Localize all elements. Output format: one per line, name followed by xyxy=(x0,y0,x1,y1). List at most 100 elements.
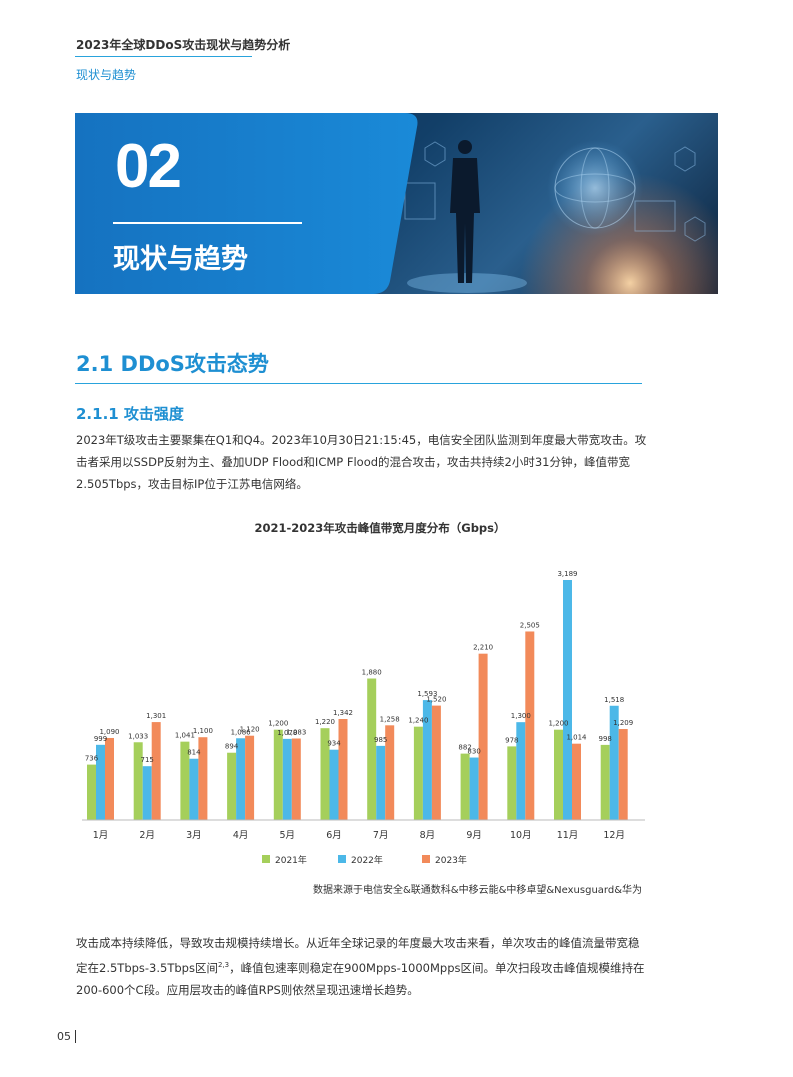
chart-legend: 2021年 2022年 2023年 xyxy=(262,854,467,866)
bar-value-label: 736 xyxy=(85,755,99,763)
bar-value-label: 894 xyxy=(225,743,239,751)
businessman-silhouette xyxy=(450,140,480,283)
bar-value-label: 1,342 xyxy=(333,709,353,717)
x-tick-label: 7月 xyxy=(373,830,389,841)
x-tick-label: 4月 xyxy=(233,830,249,841)
bar-value-label: 814 xyxy=(187,749,201,757)
bar-value-label: 1,090 xyxy=(99,728,119,736)
bar-1-6 xyxy=(320,728,330,820)
bar-1-9 xyxy=(460,753,470,820)
bar-value-label: 1,520 xyxy=(426,696,446,704)
bar-value-label: 3,189 xyxy=(557,570,577,578)
bar-2-1 xyxy=(96,744,105,820)
bar-value-label: 2,505 xyxy=(520,621,540,629)
bar-value-label: 985 xyxy=(374,736,387,744)
bar-value-label: 999 xyxy=(94,735,107,743)
analysis-text-part2: ，峰值包速率则稳定在900Mpps-1000Mpps区间。单次扫段攻击峰值规模维… xyxy=(76,960,645,997)
footer-divider xyxy=(75,1030,76,1043)
chapter-number: 02 xyxy=(115,132,182,201)
bar-1-7 xyxy=(367,678,377,820)
chart-bars xyxy=(87,580,628,820)
legend-label: 2022年 xyxy=(351,854,383,866)
bar-3-2 xyxy=(151,722,161,820)
bar-1-1 xyxy=(87,764,96,820)
x-tick-label: 8月 xyxy=(420,830,436,841)
chapter-banner: 02 现状与趋势 xyxy=(75,113,718,294)
bar-1-11 xyxy=(554,729,563,820)
subsection-heading: 2.1.1 攻击强度 xyxy=(76,405,184,423)
chapter-divider xyxy=(113,222,302,224)
bar-value-label: 830 xyxy=(467,748,480,756)
x-tick-label: 3月 xyxy=(186,830,202,841)
bar-2-5 xyxy=(282,738,292,820)
bar-2-3 xyxy=(189,758,199,820)
bar-value-label: 1,033 xyxy=(128,732,148,740)
bar-value-label: 1,880 xyxy=(362,669,382,677)
x-tick-label: 10月 xyxy=(510,830,532,841)
document-title: 2023年全球DDoS攻击现状与趋势分析 xyxy=(76,38,291,52)
bar-value-label: 1,220 xyxy=(315,718,335,726)
bar-1-10 xyxy=(507,746,517,820)
bar-2-2 xyxy=(142,766,152,820)
x-tick-label: 12月 xyxy=(603,830,625,841)
bar-2-4 xyxy=(236,738,246,820)
bar-2-10 xyxy=(516,722,526,820)
banner-background-art xyxy=(75,113,718,294)
bar-1-4 xyxy=(227,752,237,820)
bar-1-3 xyxy=(180,741,190,820)
bar-2-9 xyxy=(469,757,479,820)
section-heading: 2.1 DDoS攻击态势 xyxy=(76,352,269,376)
bar-3-12 xyxy=(618,729,628,820)
x-tick-label: 5月 xyxy=(280,830,296,841)
bar-2-6 xyxy=(329,749,339,820)
bar-3-7 xyxy=(385,725,395,820)
x-tick-label: 9月 xyxy=(466,830,482,841)
bar-value-label: 882 xyxy=(458,744,471,752)
bar-value-label: 978 xyxy=(505,736,518,744)
bar-1-2 xyxy=(133,742,143,820)
bar-value-label: 998 xyxy=(599,735,612,743)
bar-2-11 xyxy=(563,580,572,820)
bar-1-8 xyxy=(413,726,423,820)
bar-1-12 xyxy=(600,744,610,820)
x-tick-label: 11月 xyxy=(557,830,579,841)
bar-2-8 xyxy=(422,700,432,820)
bar-3-9 xyxy=(478,653,488,820)
bar-2-12 xyxy=(609,705,619,820)
bar-1-5 xyxy=(273,729,283,820)
chart-title: 2021-2023年攻击峰值带宽月度分布（Gbps） xyxy=(254,521,505,535)
section-heading-rule xyxy=(75,383,642,384)
bar-value-label: 1,209 xyxy=(613,719,633,727)
bar-3-10 xyxy=(525,631,535,820)
bar-value-label: 1,041 xyxy=(175,732,195,740)
bar-value-label: 1,086 xyxy=(231,728,252,736)
legend-swatch xyxy=(338,855,346,863)
bar-3-4 xyxy=(245,735,255,820)
x-axis-tick-labels: 1月 2月 3月 4月 5月 6月 7月 8月 9月 10月 11月 12月 xyxy=(93,830,625,841)
bar-value-label: 2,210 xyxy=(473,644,493,652)
bar-3-3 xyxy=(198,737,208,820)
bar-value-label: 715 xyxy=(141,756,154,764)
bar-value-label: 1,593 xyxy=(417,690,437,698)
footnote-ref[interactable]: 2,3 xyxy=(217,961,230,969)
x-tick-label: 1月 xyxy=(93,830,109,841)
bar-value-label: 1,014 xyxy=(566,734,587,742)
bar-3-6 xyxy=(338,719,348,820)
intro-paragraph: 2023年T级攻击主要聚集在Q1和Q4。2023年10月30日21:15:45，… xyxy=(76,433,647,491)
analysis-paragraph: 攻击成本持续降低，导致攻击规模持续增长。从近年全球记录的年度最大攻击来看，单次攻… xyxy=(76,932,648,1001)
x-tick-label: 6月 xyxy=(326,830,342,841)
bar-value-label: 1,100 xyxy=(193,727,213,735)
legend-swatch xyxy=(422,855,430,863)
page-number: 05 xyxy=(57,1030,71,1043)
bar-3-11 xyxy=(572,743,581,820)
bar-2-7 xyxy=(376,745,386,820)
bar-value-label: 1,301 xyxy=(146,712,166,720)
bar-value-label: 1,240 xyxy=(408,717,428,725)
bar-value-label: 1,258 xyxy=(380,715,400,723)
analysis-text-part1: 攻击成本持续降低，导致攻击规模持续增长。从近年全球记录的年度最大攻击来看，单次攻… xyxy=(76,936,640,975)
chart-source-note: 数据来源于电信安全&联通数科&中移云能&中移卓望&Nexusguard&华为 xyxy=(313,883,642,896)
section-nav-label[interactable]: 现状与趋势 xyxy=(76,68,137,82)
legend-label: 2021年 xyxy=(275,854,307,866)
legend-label: 2023年 xyxy=(435,854,467,866)
